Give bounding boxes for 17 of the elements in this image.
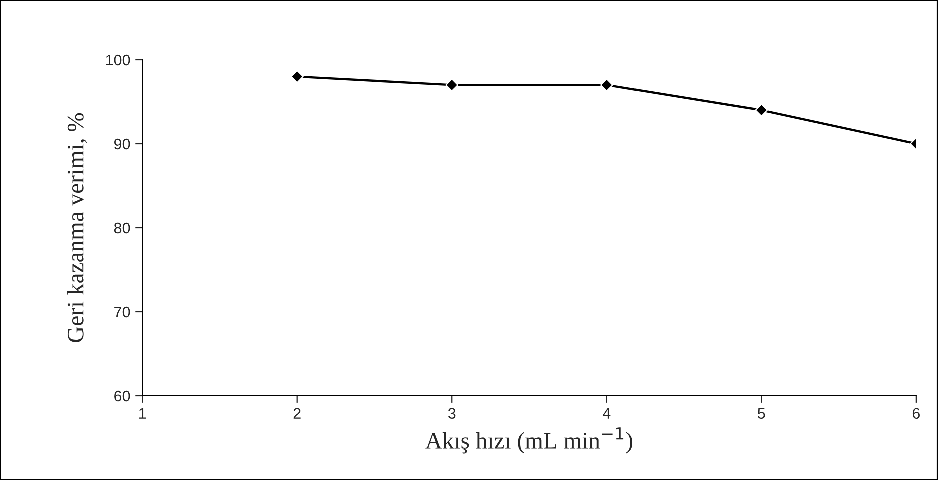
y-tick-label: 100 — [106, 54, 130, 66]
x-tick-label: 3 — [448, 408, 456, 420]
y-tick-label: 90 — [114, 138, 130, 150]
x-tick-label: 1 — [139, 408, 146, 419]
x-tick-label: 4 — [602, 408, 611, 419]
point — [600, 78, 614, 92]
x-axis-title: Akış hızı (mL min$^{−1}$) — [426, 428, 633, 454]
y-tick-label: 80 — [114, 222, 130, 234]
x-tick-label: 2 — [294, 408, 301, 419]
y-axis-title: Geri kazanma verimi, % — [67, 113, 88, 342]
point — [446, 78, 459, 92]
y-tick-label: 70 — [114, 306, 130, 318]
y-tick-label: 60 — [114, 390, 130, 402]
x-tick-label: 5 — [758, 408, 766, 420]
point — [290, 70, 304, 84]
point — [755, 104, 768, 117]
x-tick-label: 6 — [912, 408, 920, 420]
